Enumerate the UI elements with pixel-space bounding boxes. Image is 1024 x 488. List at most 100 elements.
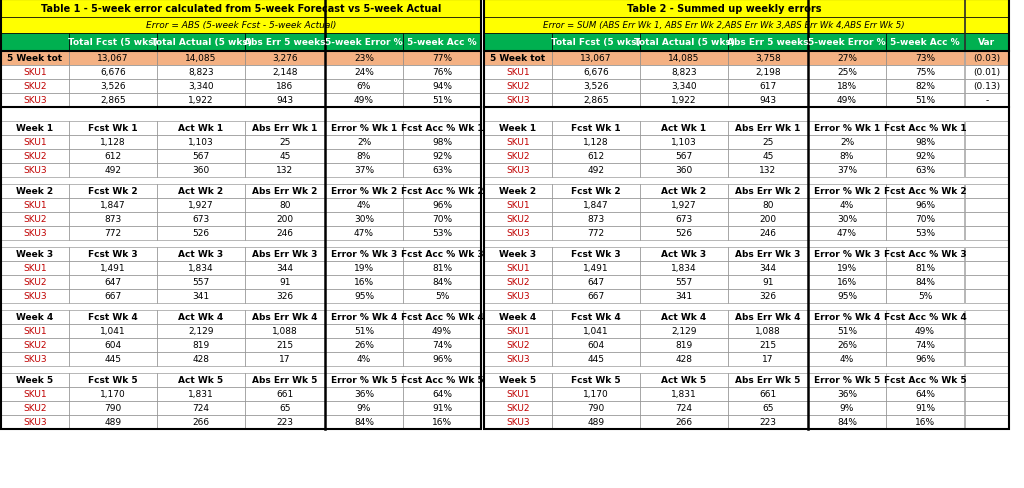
Bar [886,94,964,108]
Bar [728,52,808,66]
Bar [245,415,325,429]
Text: 1,834: 1,834 [671,264,696,273]
Bar [245,80,325,94]
Bar [403,310,481,325]
Bar [552,66,640,80]
Text: Abs Err Wk 4: Abs Err Wk 4 [735,313,801,322]
Text: SKU1: SKU1 [24,201,47,210]
Text: 492: 492 [588,166,604,175]
Text: Fcst Acc % Wk 2: Fcst Acc % Wk 2 [400,187,483,196]
Text: SKU2: SKU2 [506,152,529,161]
Bar [484,275,552,289]
Text: SKU2: SKU2 [24,82,47,91]
Text: Week 1: Week 1 [16,124,53,133]
Text: Act Wk 5: Act Wk 5 [662,376,707,385]
Text: 5%: 5% [918,292,932,301]
Text: 1,491: 1,491 [100,264,126,273]
Text: 1,847: 1,847 [584,201,609,210]
Bar [1,94,69,108]
Bar [640,338,728,352]
Bar [245,373,325,387]
Text: Act Wk 3: Act Wk 3 [178,250,223,259]
Text: 16%: 16% [837,278,857,287]
Bar [1,0,481,429]
Text: 26%: 26% [354,341,374,350]
Bar [69,373,157,387]
Text: 49%: 49% [432,327,452,336]
Bar [886,34,964,52]
Bar [245,66,325,80]
Bar [245,262,325,275]
Bar [728,150,808,163]
Text: 567: 567 [193,152,210,161]
Text: 489: 489 [104,418,122,427]
Text: 9%: 9% [840,404,854,413]
Text: Week 3: Week 3 [500,250,537,259]
Text: 4%: 4% [357,201,371,210]
Text: Week 2: Week 2 [500,187,537,196]
Bar [808,325,886,338]
Bar [552,226,640,241]
Text: 92%: 92% [432,152,452,161]
Text: 91%: 91% [432,404,452,413]
Bar [1,338,69,352]
Bar [484,289,552,304]
Text: 81%: 81% [914,264,935,273]
Text: 215: 215 [276,341,294,350]
Bar [640,94,728,108]
Text: Error = SUM (ABS Err Wk 1, ABS Err Wk 2,ABS Err Wk 3,ABS Err Wk 4,ABS Err Wk 5): Error = SUM (ABS Err Wk 1, ABS Err Wk 2,… [543,21,905,30]
Bar [728,387,808,401]
Bar [1,262,69,275]
Bar [552,352,640,366]
Bar [245,94,325,108]
Text: (0.13): (0.13) [974,82,1000,91]
Bar [1,34,69,52]
Bar [69,338,157,352]
Bar [245,338,325,352]
Bar [808,415,886,429]
Text: 91: 91 [762,278,774,287]
Bar [325,136,403,150]
Bar [403,247,481,262]
Text: 612: 612 [104,152,122,161]
Text: Week 4: Week 4 [500,313,537,322]
Bar [886,150,964,163]
Bar [886,247,964,262]
Text: 3,526: 3,526 [584,82,609,91]
Text: Week 4: Week 4 [16,313,53,322]
Text: 16%: 16% [354,278,374,287]
Text: 667: 667 [588,292,604,301]
Text: 526: 526 [676,229,692,238]
Bar [886,352,964,366]
Bar [403,325,481,338]
Text: Fcst Wk 3: Fcst Wk 3 [571,250,621,259]
Text: 1,831: 1,831 [188,390,214,399]
Bar [728,247,808,262]
Text: 84%: 84% [915,278,935,287]
Text: 5%: 5% [435,292,450,301]
Text: 5-week Error %: 5-week Error % [326,39,402,47]
Text: SKU3: SKU3 [506,292,529,301]
Text: Fcst Acc % Wk 5: Fcst Acc % Wk 5 [400,376,483,385]
Text: 47%: 47% [354,229,374,238]
Text: SKU2: SKU2 [506,82,529,91]
Bar [808,289,886,304]
Text: Error % Wk 1: Error % Wk 1 [814,124,880,133]
Bar [403,415,481,429]
Text: 557: 557 [676,278,692,287]
Text: 790: 790 [588,404,604,413]
Text: 6,676: 6,676 [100,68,126,77]
Bar [808,226,886,241]
Text: SKU3: SKU3 [506,229,529,238]
Bar [245,289,325,304]
Bar [484,325,552,338]
Text: 2,198: 2,198 [755,68,781,77]
Bar [403,34,481,52]
Bar [965,338,1009,352]
Text: 790: 790 [104,404,122,413]
Text: 49%: 49% [837,96,857,105]
Text: 53%: 53% [914,229,935,238]
Text: Table 1 - 5-week error calculated from 5-week Forecast vs 5-week Actual: Table 1 - 5-week error calculated from 5… [41,4,441,14]
Bar [245,136,325,150]
Bar [325,34,403,52]
